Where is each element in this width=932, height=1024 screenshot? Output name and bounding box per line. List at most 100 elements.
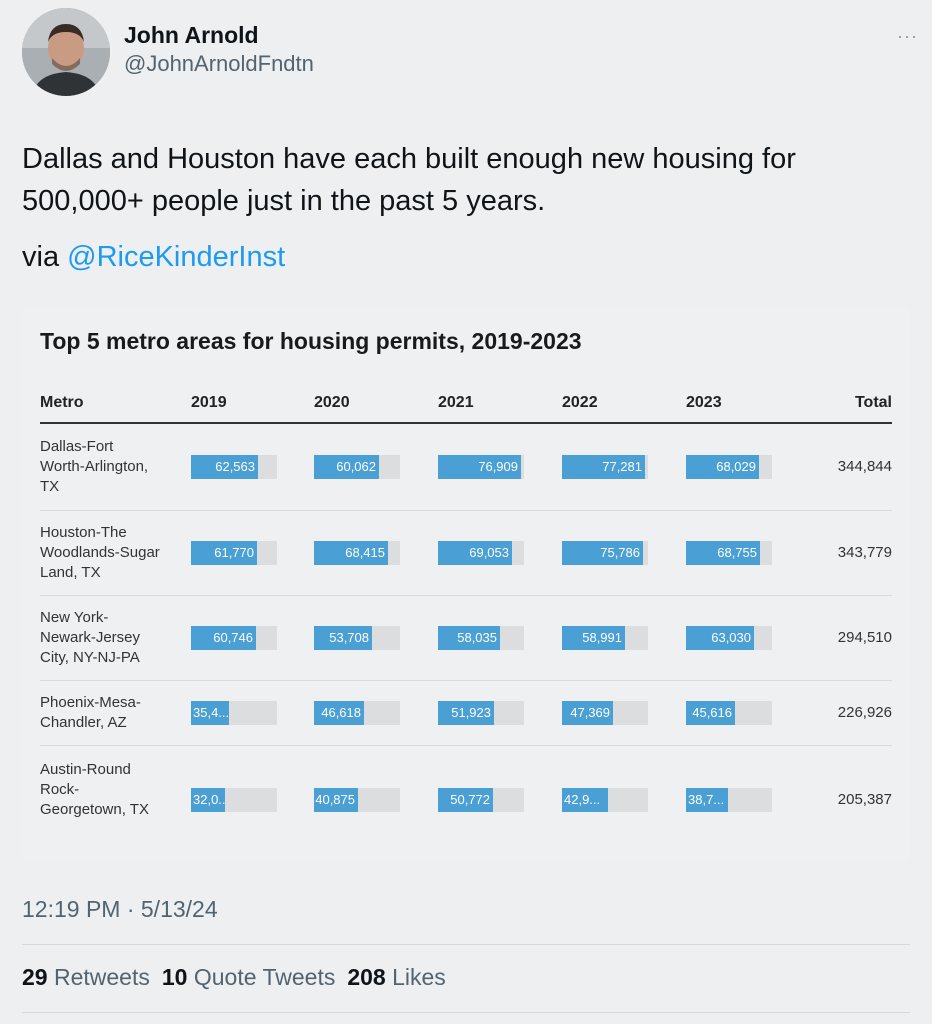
- retweets-count: 29: [22, 964, 48, 990]
- likes-count: 208: [347, 964, 386, 990]
- bar-track: 75,786: [562, 540, 648, 565]
- bar-track: 63,030: [686, 625, 772, 650]
- bar: [314, 700, 364, 725]
- metro-name: New York-Newark-Jersey City, NY-NJ-PA: [40, 608, 141, 666]
- retweets-stat[interactable]: 29 Retweets: [22, 964, 150, 991]
- bar-value-label: 38,7...: [688, 792, 725, 807]
- bar-value-label: 42,9...: [564, 792, 601, 807]
- bar-track: 68,755: [686, 540, 772, 565]
- bar-track: 46,618: [314, 700, 400, 725]
- bar-track: 69,053: [438, 540, 524, 565]
- bar: [686, 625, 754, 650]
- bar: [438, 540, 512, 565]
- bar-track: 51,923: [438, 700, 524, 725]
- bar-value-label: 61,770: [214, 544, 254, 560]
- chart-title: Top 5 metro areas for housing permits, 2…: [40, 328, 582, 354]
- bar-track: 61,770: [191, 540, 277, 565]
- bar: [686, 455, 759, 479]
- bar: [562, 455, 645, 479]
- bar-value-label: 58,035: [457, 629, 497, 645]
- bar-value-label: 47,369: [570, 704, 610, 720]
- bar-value-label: 32,0...: [193, 792, 225, 807]
- more-options-icon[interactable]: ···: [897, 26, 918, 46]
- via-prefix: via: [22, 241, 68, 273]
- bar: [191, 540, 257, 565]
- bar-value-label: 46,618: [321, 704, 361, 720]
- bar-value-label: 62,563: [215, 459, 255, 474]
- bar-value-label: 63,030: [711, 629, 751, 645]
- bar-track: 60,062: [314, 455, 400, 479]
- bar: [438, 455, 521, 479]
- bar-value-label: 53,708: [329, 629, 369, 645]
- bar-track: 62,563: [191, 455, 277, 479]
- bar-track: 68,415: [314, 540, 400, 565]
- row-divider: [40, 745, 892, 746]
- mention-link[interactable]: @RiceKinderInst: [67, 241, 286, 273]
- bar-track: 38,7...: [686, 788, 772, 812]
- bar-value-label: 75,786: [600, 544, 640, 560]
- bar: [686, 700, 735, 725]
- person-photo-icon: [22, 8, 110, 96]
- timestamp[interactable]: 12:19 PM · 5/13/24: [22, 896, 218, 922]
- bar-track: 58,035: [438, 625, 524, 650]
- bar-track: 45,616: [686, 700, 772, 725]
- column-header: 2019: [191, 394, 227, 411]
- bar-track: 53,708: [314, 625, 400, 650]
- bar: [686, 540, 760, 565]
- column-header: Metro: [40, 394, 84, 411]
- bar-value-label: 51,923: [451, 704, 491, 720]
- via-line: via @RiceKinderInst: [22, 236, 285, 278]
- row-total: 226,926: [837, 703, 892, 721]
- bar: [562, 540, 643, 565]
- bar: [438, 788, 493, 812]
- tweet-text: Dallas and Houston have each built enoug…: [22, 143, 796, 217]
- bar-value-label: 68,755: [717, 544, 757, 560]
- bar-track: 50,772: [438, 788, 524, 812]
- metro-name: Houston-The Woodlands-Sugar Land, TX: [40, 523, 160, 581]
- column-header: 2021: [438, 394, 474, 411]
- bar: [191, 455, 258, 479]
- bar-value-label: 69,053: [469, 544, 509, 560]
- bar: [438, 700, 494, 725]
- bar: [686, 788, 728, 812]
- row-total: 294,510: [837, 628, 892, 646]
- bar: [314, 625, 372, 650]
- quotes-count: 10: [161, 964, 188, 990]
- bar-track: 47,369: [562, 700, 648, 725]
- metro-name: Phoenix-Mesa-Chandler, AZ: [40, 693, 141, 731]
- bar-value-label: 45,616: [692, 704, 732, 720]
- tweet-header: John Arnold @JohnArnoldFndtn: [22, 8, 314, 96]
- bar-value-label: 58,991: [582, 629, 622, 645]
- bar: [191, 788, 225, 812]
- engagement-stats: 29 Retweets 10 Quote Tweets 208 Likes: [22, 964, 448, 991]
- bar-track: 76,909: [438, 455, 524, 479]
- retweets-label: Retweets: [53, 964, 150, 990]
- bar-track: 58,991: [562, 625, 648, 650]
- bar: [562, 700, 613, 725]
- metro-name: Austin-Round Rock-Georgetown, TX: [40, 761, 149, 818]
- bar: [191, 625, 256, 650]
- bar-value-label: 60,062: [336, 459, 376, 474]
- quotes-label: Quote Tweets: [193, 964, 336, 990]
- avatar[interactable]: [22, 8, 110, 96]
- row-total: 344,844: [837, 458, 892, 475]
- quotes-stat[interactable]: 10 Quote Tweets: [162, 964, 335, 991]
- row-divider: [40, 680, 892, 681]
- bar-track: 42,9...: [562, 788, 648, 812]
- bar-track: 32,0...: [191, 788, 277, 812]
- handle[interactable]: @JohnArnoldFndtn: [124, 51, 314, 76]
- divider: [22, 1012, 910, 1013]
- bar-value-label: 76,909: [478, 459, 518, 474]
- bar-value-label: 68,029: [716, 459, 756, 474]
- chart-image[interactable]: Top 5 metro areas for housing permits, 2…: [22, 306, 910, 862]
- bar-track: 77,281: [562, 455, 648, 479]
- bar: [314, 540, 388, 565]
- bar-value-label: 35,4...: [193, 704, 229, 720]
- row-total: 205,387: [837, 791, 892, 808]
- bar-track: 40,875: [314, 788, 400, 812]
- display-name[interactable]: John Arnold: [124, 22, 259, 48]
- bar: [314, 788, 358, 812]
- bar-value-label: 40,875: [315, 792, 355, 807]
- likes-stat[interactable]: 208 Likes: [347, 964, 445, 991]
- row-total: 343,779: [837, 543, 892, 561]
